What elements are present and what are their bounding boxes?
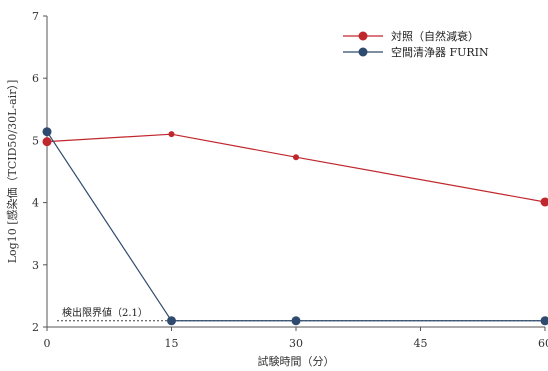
legend-label-control: 対照（自然減衰） (391, 29, 479, 43)
data-point-control (42, 137, 52, 147)
data-point-furin (540, 316, 548, 326)
data-series (42, 127, 548, 326)
data-point-furin (291, 316, 301, 326)
legend: 対照（自然減衰） 空間清浄器 FURIN (343, 29, 489, 59)
detection-limit-label: 検出限界値（2.1） (62, 306, 148, 319)
series-line-furin (46, 131, 545, 322)
y-tick-label: 4 (32, 197, 39, 210)
y-tick-label: 5 (32, 134, 39, 147)
y-tick-label: 6 (32, 72, 39, 85)
x-tick-label: 30 (289, 337, 303, 350)
legend-swatch-furin-marker (358, 47, 368, 57)
legend-swatch-control-marker (358, 31, 368, 41)
y-axis-title: Log10 [感染価（TCID50/30L-air）] (5, 80, 19, 264)
y-tick-label: 7 (32, 10, 39, 23)
data-point-furin (42, 127, 52, 137)
x-tick-label: 15 (165, 337, 179, 350)
data-point-control (540, 197, 548, 207)
data-point-control (168, 131, 175, 138)
data-point-furin (167, 316, 176, 326)
legend-label-furin: 空間清浄器 FURIN (391, 45, 489, 59)
axis-ticks: 234567015304560 (32, 10, 548, 350)
x-tick-label: 45 (414, 337, 428, 350)
x-tick-label: 0 (44, 337, 51, 350)
y-tick-label: 3 (32, 259, 39, 272)
x-tick-label: 60 (538, 337, 548, 350)
y-tick-label: 2 (32, 321, 39, 334)
series-line-control (46, 133, 546, 203)
data-point-control (293, 154, 299, 161)
x-axis-title: 試験時間（分） (258, 354, 335, 368)
